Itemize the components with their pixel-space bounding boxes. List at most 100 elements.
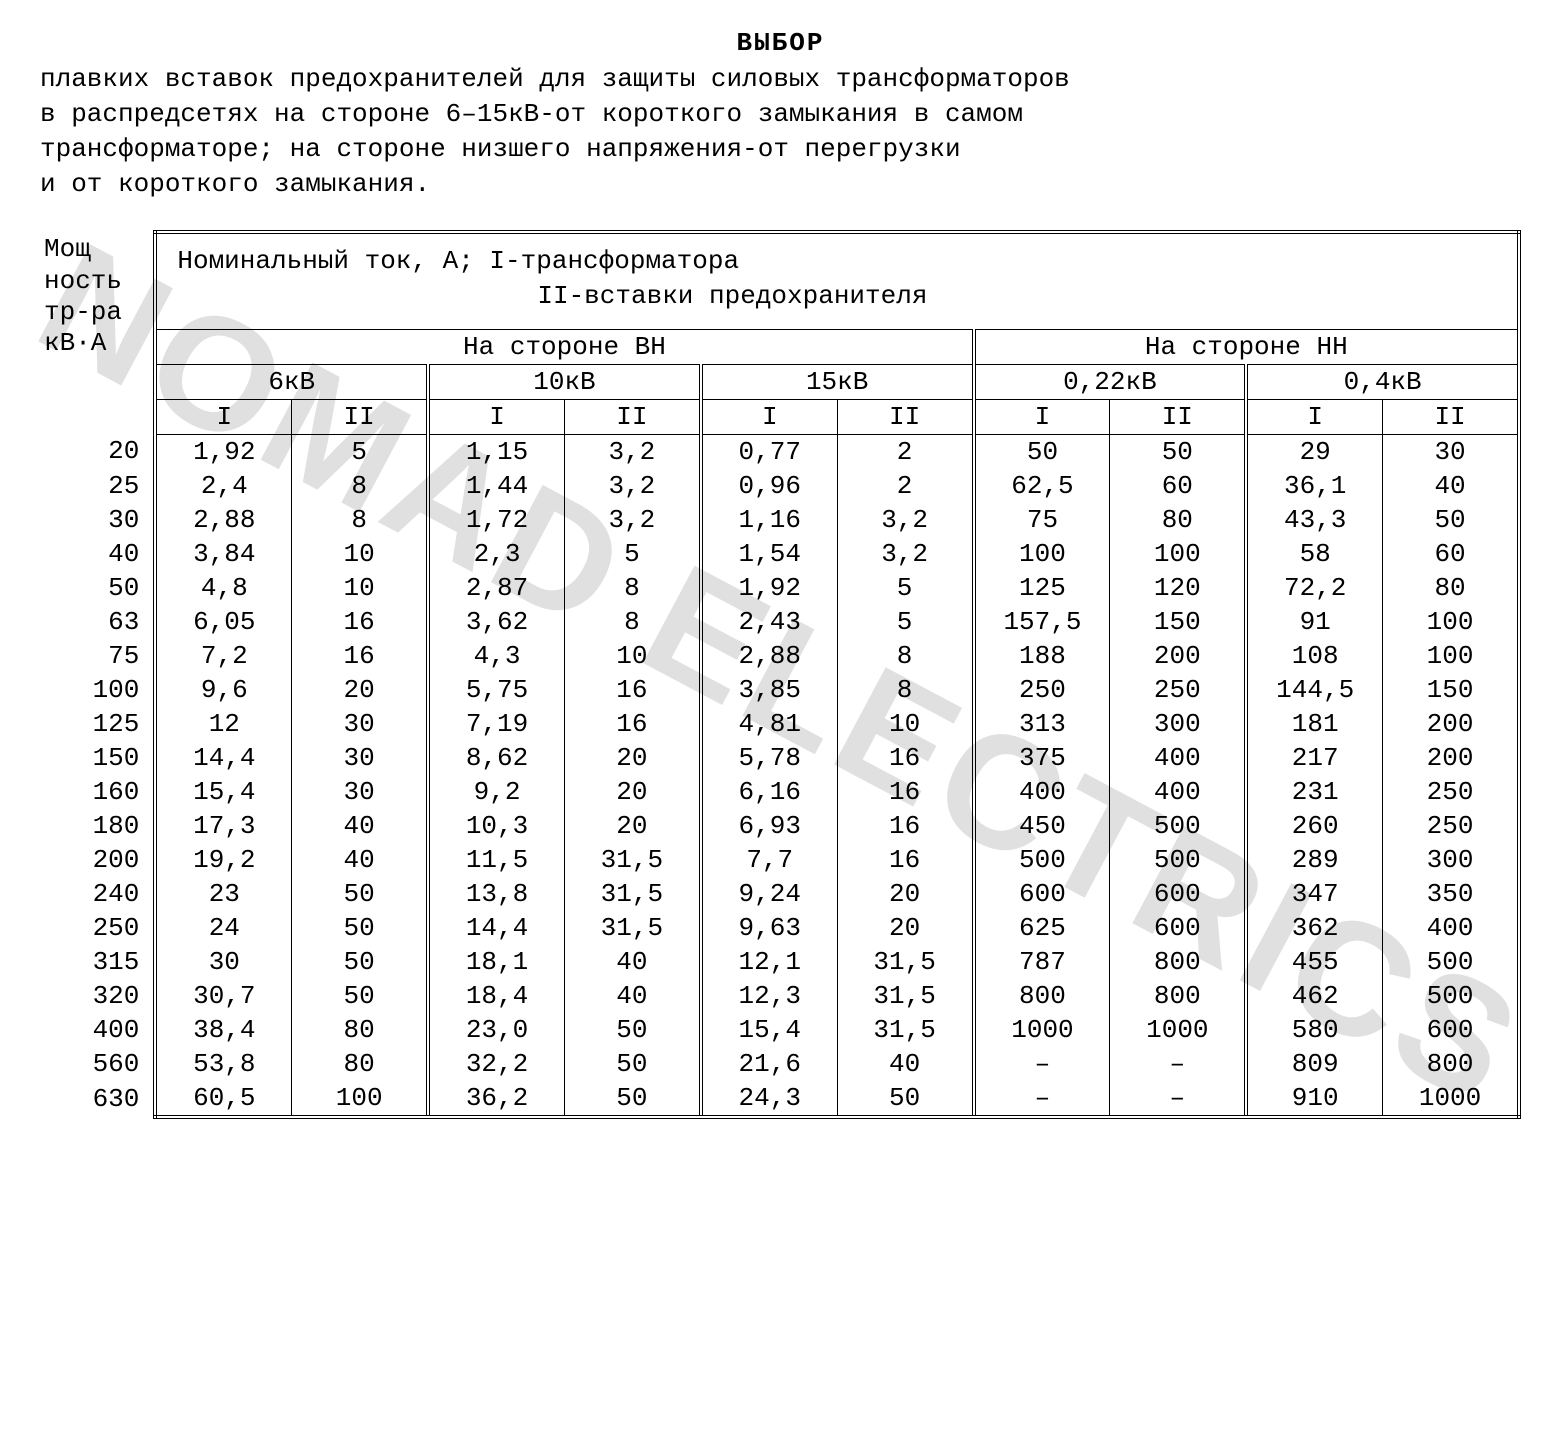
sub-header-ii: II	[1383, 399, 1519, 434]
data-cell: 260	[1246, 809, 1382, 843]
table-row: 636,05163,6282,435157,515091100	[40, 605, 1519, 639]
data-cell: 125	[974, 571, 1110, 605]
data-cell: 188	[974, 639, 1110, 673]
data-cell: 31,5	[564, 843, 700, 877]
sub-header-ii: II	[1110, 399, 1246, 434]
data-cell: 50	[564, 1047, 700, 1081]
data-cell: 30	[292, 775, 428, 809]
data-cell: 313	[974, 707, 1110, 741]
data-cell: 217	[1246, 741, 1382, 775]
data-cell: 31,5	[564, 911, 700, 945]
data-cell: 31,5	[837, 945, 973, 979]
data-cell: 80	[1110, 503, 1246, 537]
data-cell: 157,5	[974, 605, 1110, 639]
data-cell: 50	[292, 877, 428, 911]
data-cell: 16	[292, 639, 428, 673]
data-cell: 9,2	[428, 775, 564, 809]
data-cell: 9,6	[155, 673, 291, 707]
data-cell: 38,4	[155, 1013, 291, 1047]
table-row: 250245014,431,59,6320625600362400	[40, 911, 1519, 945]
data-cell: 18,1	[428, 945, 564, 979]
table-header-row: I II I II I II I II I II	[40, 399, 1519, 434]
data-cell: 3,62	[428, 605, 564, 639]
data-cell: 20	[837, 877, 973, 911]
data-cell: 8	[837, 639, 973, 673]
data-cell: 362	[1246, 911, 1382, 945]
data-cell: 30	[292, 741, 428, 775]
data-cell: 60,5	[155, 1081, 291, 1117]
sub-header-ii: II	[837, 399, 973, 434]
data-cell: 5,75	[428, 673, 564, 707]
data-cell: 6,05	[155, 605, 291, 639]
data-cell: 600	[1110, 911, 1246, 945]
data-cell: 10	[292, 571, 428, 605]
power-cell: 63	[40, 605, 155, 639]
power-cell: 40	[40, 537, 155, 571]
data-cell: 13,8	[428, 877, 564, 911]
fuse-selection-table: Мощ ность тр-ра кВ·А Номинальный ток, А;…	[40, 230, 1521, 1118]
data-cell: 4,81	[701, 707, 837, 741]
data-cell: 80	[292, 1013, 428, 1047]
data-cell: 300	[1110, 707, 1246, 741]
data-cell: 8	[564, 605, 700, 639]
data-cell: 18,4	[428, 979, 564, 1013]
data-cell: 36,1	[1246, 469, 1382, 503]
table-row: 32030,75018,44012,331,5800800462500	[40, 979, 1519, 1013]
data-cell: 9,24	[701, 877, 837, 911]
data-cell: 50	[292, 945, 428, 979]
data-cell: 2	[837, 434, 973, 469]
table-row: 240235013,831,59,2420600600347350	[40, 877, 1519, 911]
data-cell: 12,3	[701, 979, 837, 1013]
table-row: 12512307,19164,8110313300181200	[40, 707, 1519, 741]
data-cell: 9,63	[701, 911, 837, 945]
data-cell: 36,2	[428, 1081, 564, 1117]
data-cell: 800	[1383, 1047, 1519, 1081]
data-cell: 1000	[1383, 1081, 1519, 1117]
data-cell: 1,92	[701, 571, 837, 605]
data-cell: 200	[1383, 707, 1519, 741]
data-cell: –	[974, 1081, 1110, 1117]
data-cell: 0,77	[701, 434, 837, 469]
power-cell: 25	[40, 469, 155, 503]
power-cell: 315	[40, 945, 155, 979]
hv-side-header: На стороне ВН	[155, 329, 973, 364]
data-cell: 1,54	[701, 537, 837, 571]
power-cell: 400	[40, 1013, 155, 1047]
data-cell: 200	[1110, 639, 1246, 673]
data-cell: 91	[1246, 605, 1382, 639]
data-cell: 100	[1383, 605, 1519, 639]
data-cell: 31,5	[564, 877, 700, 911]
data-cell: 40	[292, 809, 428, 843]
lv-side-header: На стороне НН	[974, 329, 1519, 364]
data-cell: –	[1110, 1081, 1246, 1117]
data-cell: 910	[1246, 1081, 1382, 1117]
data-cell: 7,2	[155, 639, 291, 673]
data-cell: 8	[292, 503, 428, 537]
data-cell: 3,2	[564, 469, 700, 503]
data-cell: 150	[1383, 673, 1519, 707]
data-cell: 31,5	[837, 1013, 973, 1047]
data-cell: 0,96	[701, 469, 837, 503]
data-cell: 50	[1110, 434, 1246, 469]
data-cell: 347	[1246, 877, 1382, 911]
data-cell: 400	[1110, 741, 1246, 775]
data-cell: 31,5	[837, 979, 973, 1013]
power-cell: 630	[40, 1081, 155, 1117]
data-cell: 231	[1246, 775, 1382, 809]
table-wrapper: NOMAD ELECTRICS Мощ ность тр-ра кВ·А Ном…	[40, 230, 1521, 1118]
table-row: 504,8102,8781,92512512072,280	[40, 571, 1519, 605]
main-header-line2: II-вставки предохранителя	[177, 279, 927, 314]
data-cell: 30	[292, 707, 428, 741]
data-cell: 50	[292, 979, 428, 1013]
voltage-header: 0,4кВ	[1246, 364, 1519, 399]
data-cell: 100	[292, 1081, 428, 1117]
data-cell: 1,15	[428, 434, 564, 469]
data-cell: 43,3	[1246, 503, 1382, 537]
data-cell: 800	[974, 979, 1110, 1013]
data-cell: 58	[1246, 537, 1382, 571]
data-cell: 250	[1383, 775, 1519, 809]
data-cell: 7,7	[701, 843, 837, 877]
data-cell: 625	[974, 911, 1110, 945]
intro-text: плавких вставок предохранителей для защи…	[40, 62, 1521, 202]
data-cell: 809	[1246, 1047, 1382, 1081]
